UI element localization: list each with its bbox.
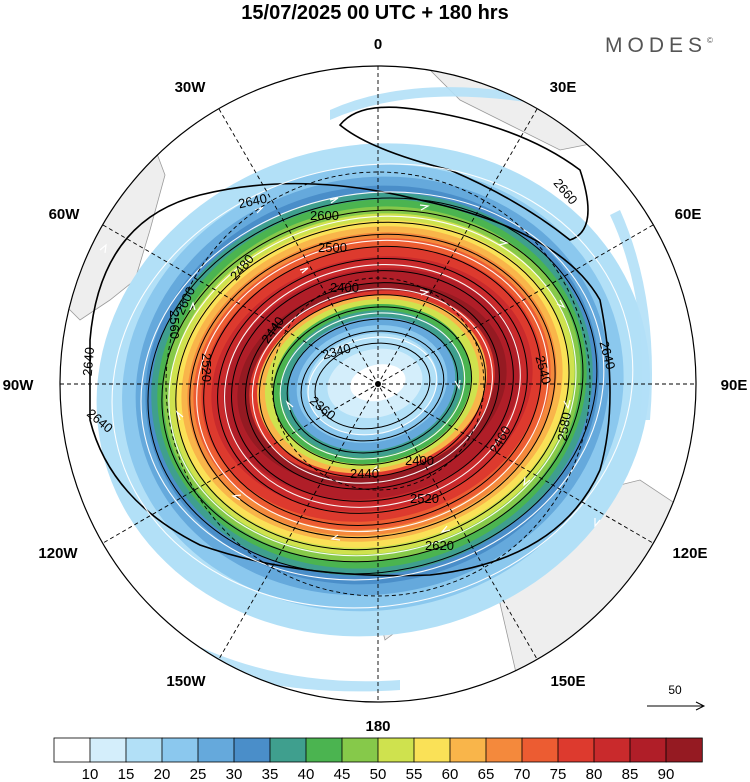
colorbar-ticks: 10 15 20 25 30 35 40 45 50 55 60 65 70 75 80 85 90 (82, 766, 675, 782)
lon-label-120w: 120W (38, 545, 78, 562)
colorbar-swatch (557, 737, 595, 763)
colorbar-swatch (305, 737, 343, 763)
colorbar-swatch (125, 737, 163, 763)
colorbar-swatch (233, 737, 271, 763)
lon-label-0: 0 (374, 36, 382, 53)
map-fill (60, 66, 696, 702)
colorbar-tick-label: 35 (262, 766, 279, 782)
colorbar-swatches (53, 737, 703, 763)
colorbar-tick-label: 45 (334, 766, 351, 782)
copyright-mark: © (707, 36, 713, 45)
colorbar-swatch (197, 737, 235, 763)
contour-label: 2520 (199, 353, 214, 382)
colorbar-swatch (341, 737, 379, 763)
contour-label: 2340 (321, 340, 353, 362)
contour-2660 (338, 106, 589, 241)
streamlines (111, 163, 634, 609)
lon-label-180: 180 (365, 718, 390, 735)
lon-label-150w: 150W (166, 673, 206, 690)
colorbar-swatch (377, 737, 415, 763)
colorbar-swatch (665, 737, 703, 763)
reference-vector-label: 50 (668, 683, 682, 697)
contour-label: 2520 (410, 491, 439, 506)
lon-label-120e: 120E (672, 545, 707, 562)
colorbar-tick-label: 40 (298, 766, 315, 782)
colorbar-swatch (449, 737, 487, 763)
contour-label: 2600 (310, 208, 339, 223)
geopotential-contours (147, 197, 598, 575)
colorbar-swatch (593, 737, 631, 763)
colorbar-swatch (485, 737, 523, 763)
colorbar-tick-label: 25 (190, 766, 207, 782)
contour-label: 2640 (237, 191, 268, 212)
colorbar-swatch (269, 737, 307, 763)
colorbar-tick-label: 30 (226, 766, 243, 782)
brand-logo: MODES© (605, 34, 713, 58)
contour-2640-outer (89, 182, 611, 577)
lon-label-90w: 90W (3, 377, 35, 394)
colorbar-swatch (53, 737, 91, 763)
reference-vector: 50 (647, 683, 706, 711)
brand-text: MODES (605, 34, 708, 57)
contour-label: 2640 (596, 339, 618, 371)
colorbar-tick-label: 10 (82, 766, 99, 782)
lon-label-30e: 30E (550, 79, 577, 96)
colorbar-tick-label: 20 (154, 766, 171, 782)
colorbar-tick-label: 75 (550, 766, 567, 782)
colorbar-tick-label: 70 (514, 766, 531, 782)
contour-label: 2620 (425, 538, 454, 553)
contour-label: 2400 (405, 453, 434, 468)
colorbar-tick-label: 50 (370, 766, 387, 782)
lon-label-30w: 30W (175, 79, 207, 96)
colorbar-tick-label: 85 (622, 766, 639, 782)
reference-arrow-head (695, 701, 706, 711)
south-pole-marker (375, 381, 381, 387)
longitude-labels: 0 30E 60E 90E 120E 150E 180 150W 120W 90… (3, 36, 748, 735)
colorbar-tick-label: 65 (478, 766, 495, 782)
colorbar-swatch (629, 737, 667, 763)
colorbar-swatch (89, 737, 127, 763)
colorbar-tick-label: 90 (658, 766, 675, 782)
lon-label-90e: 90E (721, 377, 748, 394)
colorbar-tick-label: 55 (406, 766, 423, 782)
contour-label: 2440 (350, 466, 379, 481)
contour-label: 2560 (167, 310, 182, 339)
colorbar-tick-label: 15 (118, 766, 135, 782)
contour-label: 2500 (318, 240, 347, 255)
colorbar-swatch (161, 737, 199, 763)
contour-label: 2640 (80, 347, 97, 377)
map-border (59, 65, 697, 703)
colorbar-swatch (521, 737, 559, 763)
polar-map: 2340 2360 2400 2400 2440 2440 2460 2480 … (3, 36, 748, 735)
contour-label: 2400 (330, 280, 359, 295)
colorbar-tick-label: 80 (586, 766, 603, 782)
map-title: 15/07/2025 00 UTC + 180 hrs (241, 2, 509, 24)
lon-label-60e: 60E (675, 206, 702, 223)
lon-label-150e: 150E (550, 673, 585, 690)
colorbar-tick-label: 60 (442, 766, 459, 782)
colorbar: 10 15 20 25 30 35 40 45 50 55 60 65 70 75 80 85 90 (53, 737, 703, 782)
contour-label: 2580 (554, 411, 574, 442)
colorbar-swatch (413, 737, 451, 763)
lon-label-60w: 60W (49, 206, 81, 223)
contour-label: 2540 (532, 354, 554, 386)
